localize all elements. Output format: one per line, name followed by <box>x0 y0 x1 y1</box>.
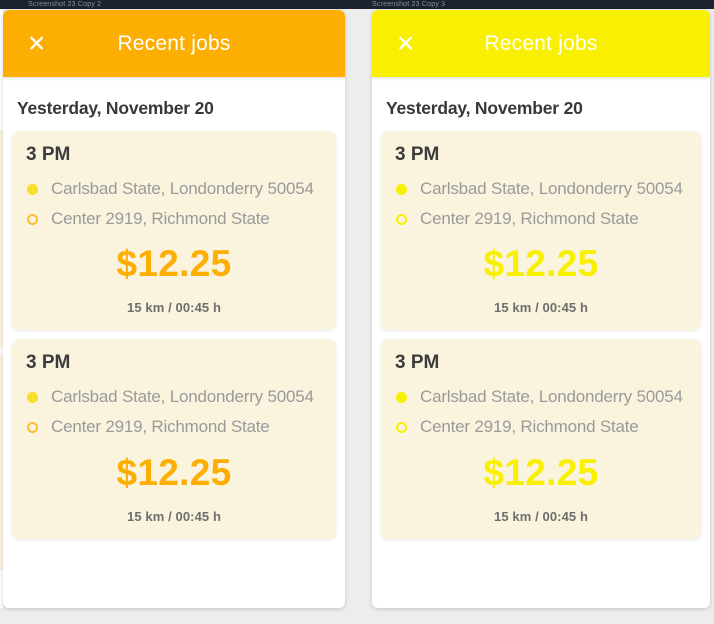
dropoff-address: Center 2919, Richmond State <box>51 209 270 229</box>
pickup-row: Carlsbad State, Londonderry 50054 <box>395 385 687 409</box>
job-time: 3 PM <box>395 144 440 165</box>
recent-jobs-panel-yellow: ✕ Recent jobs Yesterday, November 20 3 P… <box>372 10 710 608</box>
dropoff-address: Center 2919, Richmond State <box>420 417 639 437</box>
dropoff-row: Center 2919, Richmond State <box>26 415 322 439</box>
job-price: $12.25 <box>483 243 599 285</box>
panel-body: Yesterday, November 20 3 PM Carlsbad Sta… <box>3 77 345 608</box>
pickup-row: Carlsbad State, Londonderry 50054 <box>26 177 322 201</box>
close-icon[interactable]: ✕ <box>396 30 416 56</box>
panel-header: ✕ Recent jobs <box>372 10 710 77</box>
pickup-address: Carlsbad State, Londonderry 50054 <box>420 387 683 407</box>
pickup-address: Carlsbad State, Londonderry 50054 <box>51 179 314 198</box>
dropoff-ring-icon <box>27 214 38 226</box>
job-distance-duration: 15 km / 00:45 h <box>494 508 588 524</box>
canvas-top-bar: Screenshot 23 Copy 2 Screenshot 23 Copy … <box>0 0 714 9</box>
pickup-dot-icon <box>396 184 407 195</box>
recent-jobs-panel-orange: ✕ Recent jobs Yesterday, November 20 3 P… <box>3 10 345 608</box>
dropoff-row: Center 2919, Richmond State <box>395 207 687 231</box>
job-time: 3 PM <box>395 352 440 374</box>
job-card[interactable]: 3 PM Carlsbad State, Londonderry 50054 C… <box>12 339 336 539</box>
pickup-dot-icon <box>27 392 38 404</box>
panel-title: Recent jobs <box>117 31 231 55</box>
dropoff-row: Center 2919, Richmond State <box>26 207 322 231</box>
date-heading: Yesterday, November 20 <box>17 98 214 118</box>
pickup-row: Carlsbad State, Londonderry 50054 <box>26 385 322 409</box>
job-price: $12.25 <box>483 451 599 493</box>
dropoff-address: Center 2919, Richmond State <box>420 209 639 229</box>
job-price: $12.25 <box>116 451 232 493</box>
artboard-label: Screenshot 23 Copy 2 <box>28 1 102 8</box>
job-price: $12.25 <box>116 243 232 285</box>
panel-header: ✕ Recent jobs <box>3 10 345 77</box>
adjacent-card-edge <box>0 130 3 347</box>
pickup-dot-icon <box>27 184 38 195</box>
dropoff-row: Center 2919, Richmond State <box>395 415 687 439</box>
pickup-address: Carlsbad State, Londonderry 50054 <box>51 387 314 407</box>
dropoff-ring-icon <box>396 214 407 226</box>
job-distance-duration: 15 km / 00:45 h <box>127 508 221 524</box>
job-card[interactable]: 3 PM Carlsbad State, Londonderry 50054 C… <box>381 131 701 331</box>
job-time: 3 PM <box>26 144 71 165</box>
job-card[interactable]: 3 PM Carlsbad State, Londonderry 50054 C… <box>12 131 336 331</box>
panel-body: Yesterday, November 20 3 PM Carlsbad Sta… <box>372 77 710 608</box>
job-distance-duration: 15 km / 00:45 h <box>127 300 221 316</box>
date-heading: Yesterday, November 20 <box>386 98 583 118</box>
adjacent-card-edge <box>0 355 3 570</box>
dropoff-ring-icon <box>396 422 407 434</box>
panel-title: Recent jobs <box>484 31 598 55</box>
job-card[interactable]: 3 PM Carlsbad State, Londonderry 50054 C… <box>381 339 701 539</box>
pickup-address: Carlsbad State, Londonderry 50054 <box>420 179 683 198</box>
job-distance-duration: 15 km / 00:45 h <box>494 300 588 316</box>
pickup-row: Carlsbad State, Londonderry 50054 <box>395 177 687 201</box>
dropoff-address: Center 2919, Richmond State <box>51 417 270 437</box>
pickup-dot-icon <box>396 392 407 404</box>
job-time: 3 PM <box>26 352 71 374</box>
dropoff-ring-icon <box>27 422 38 434</box>
artboard-label: Screenshot 23 Copy 3 <box>372 1 446 8</box>
close-icon[interactable]: ✕ <box>27 30 47 56</box>
